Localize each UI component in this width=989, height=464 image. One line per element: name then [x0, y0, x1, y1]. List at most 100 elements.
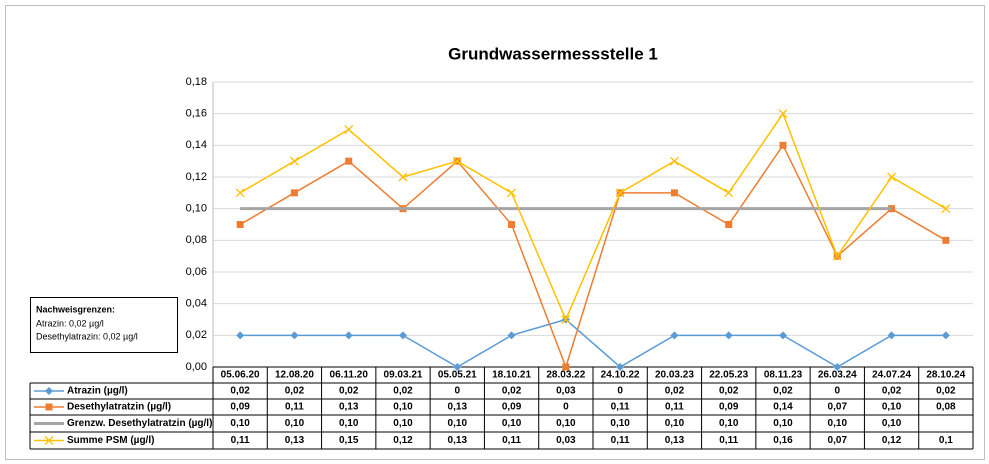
x-tick-label: 05.06.20 — [221, 370, 260, 381]
marker — [725, 221, 733, 228]
data-label: 0,16 — [773, 435, 793, 446]
data-label: 0,02 — [285, 386, 305, 397]
data-label: 0,11 — [665, 402, 684, 413]
marker — [724, 331, 733, 340]
data-label: 0,08 — [936, 402, 956, 413]
marker — [289, 156, 299, 166]
data-label: 0,10 — [773, 418, 793, 429]
marker — [344, 331, 353, 340]
marker — [344, 125, 354, 134]
x-tick-label: 08.11.23 — [764, 370, 803, 381]
marker — [941, 204, 951, 214]
marker — [941, 331, 950, 340]
data-label: 0,09 — [502, 402, 522, 413]
x-tick-label: 24.10.22 — [601, 370, 640, 381]
marker — [887, 331, 896, 340]
data-label: 0 — [835, 386, 841, 397]
chart-title: Grundwassermessstelle 1 — [448, 44, 658, 63]
marker — [778, 109, 788, 119]
data-label: 0,11 — [231, 435, 250, 446]
marker — [236, 331, 245, 340]
marker — [290, 331, 299, 340]
data-label: 0,10 — [556, 418, 576, 429]
y-tick-label: 0,04 — [186, 298, 207, 310]
x-tick-label: 26.03.24 — [818, 370, 857, 381]
data-label: 0,02 — [230, 386, 250, 397]
chart-frame — [5, 5, 985, 460]
data-label: 0,10 — [502, 418, 522, 429]
marker — [616, 363, 625, 371]
marker — [779, 141, 787, 149]
series-line — [239, 143, 947, 370]
data-label: 0,11 — [285, 402, 304, 413]
legend-marker — [45, 403, 53, 411]
marker — [724, 188, 734, 198]
note-box — [30, 297, 178, 353]
data-label: 0,02 — [936, 386, 956, 397]
data-label: 0,13 — [665, 435, 685, 446]
data-label: 0,13 — [448, 402, 468, 413]
data-label: 0,13 — [339, 402, 359, 413]
legend-marker — [45, 387, 53, 395]
marker — [833, 363, 842, 371]
marker — [236, 221, 244, 228]
marker — [669, 156, 679, 166]
data-label: 0,07 — [828, 402, 848, 413]
marker — [562, 363, 570, 371]
data-label: 0,14 — [773, 402, 793, 413]
data-label: 0,10 — [610, 418, 630, 429]
marker — [507, 188, 517, 198]
data-label: 0,02 — [882, 386, 902, 397]
marker — [345, 157, 353, 165]
data-label: 0,03 — [556, 435, 576, 446]
data-label: 0,10 — [882, 418, 902, 429]
data-label: 0,15 — [339, 435, 359, 446]
marker — [453, 363, 462, 371]
marker — [615, 188, 625, 198]
x-tick-label: 22.05.23 — [709, 370, 748, 381]
marker — [942, 236, 950, 244]
data-label: 0,10 — [230, 418, 250, 429]
data-label: 0,09 — [230, 402, 250, 413]
y-tick-label: 0,00 — [186, 361, 207, 373]
y-tick-label: 0,02 — [186, 329, 207, 341]
marker — [452, 156, 462, 166]
data-label: 0,13 — [285, 435, 305, 446]
data-label: 0,10 — [882, 402, 902, 413]
marker — [290, 189, 298, 197]
note-title: Nachweisgrenzen: — [36, 304, 115, 314]
legend-label: Summe PSM (µg/l) — [67, 435, 154, 446]
data-label: 0,09 — [719, 402, 739, 413]
x-tick-label: 06.11.20 — [330, 370, 369, 381]
x-tick-label: 12.08.20 — [275, 370, 314, 381]
data-label: 0,13 — [448, 435, 468, 446]
data-label: 0 — [563, 402, 569, 413]
y-tick-label: 0,10 — [186, 203, 207, 215]
legend-marker — [44, 436, 54, 445]
note-line: Desethylatrazin: 0,02 µg/l — [36, 331, 138, 341]
legend-label: Atrazin (µg/l) — [67, 386, 128, 397]
data-label: 0,10 — [393, 402, 413, 413]
data-label: 0,11 — [502, 435, 521, 446]
x-tick-label: 09.03.21 — [384, 370, 423, 381]
data-label: 0,12 — [882, 435, 902, 446]
data-label: 0,1 — [939, 435, 953, 446]
note-line: Atrazin: 0,02 µg/l — [36, 318, 104, 328]
data-label: 0,12 — [393, 435, 413, 446]
series-line — [240, 318, 946, 368]
marker — [779, 331, 787, 340]
data-label: 0,10 — [448, 418, 468, 429]
y-tick-label: 0,16 — [186, 108, 207, 120]
x-tick-label: 20.03.23 — [655, 370, 694, 381]
y-tick-label: 0,18 — [186, 76, 207, 88]
y-tick-label: 0,12 — [186, 171, 207, 183]
marker — [887, 172, 897, 182]
marker — [399, 331, 407, 340]
data-label: 0,10 — [828, 418, 848, 429]
x-tick-label: 28.03.22 — [546, 370, 585, 381]
data-label: 0,10 — [285, 418, 305, 429]
data-label: 0,02 — [339, 386, 359, 397]
data-label: 0,02 — [719, 386, 739, 397]
legend-label: Grenzw. Desethylatratzin (µg/l) — [67, 418, 212, 429]
